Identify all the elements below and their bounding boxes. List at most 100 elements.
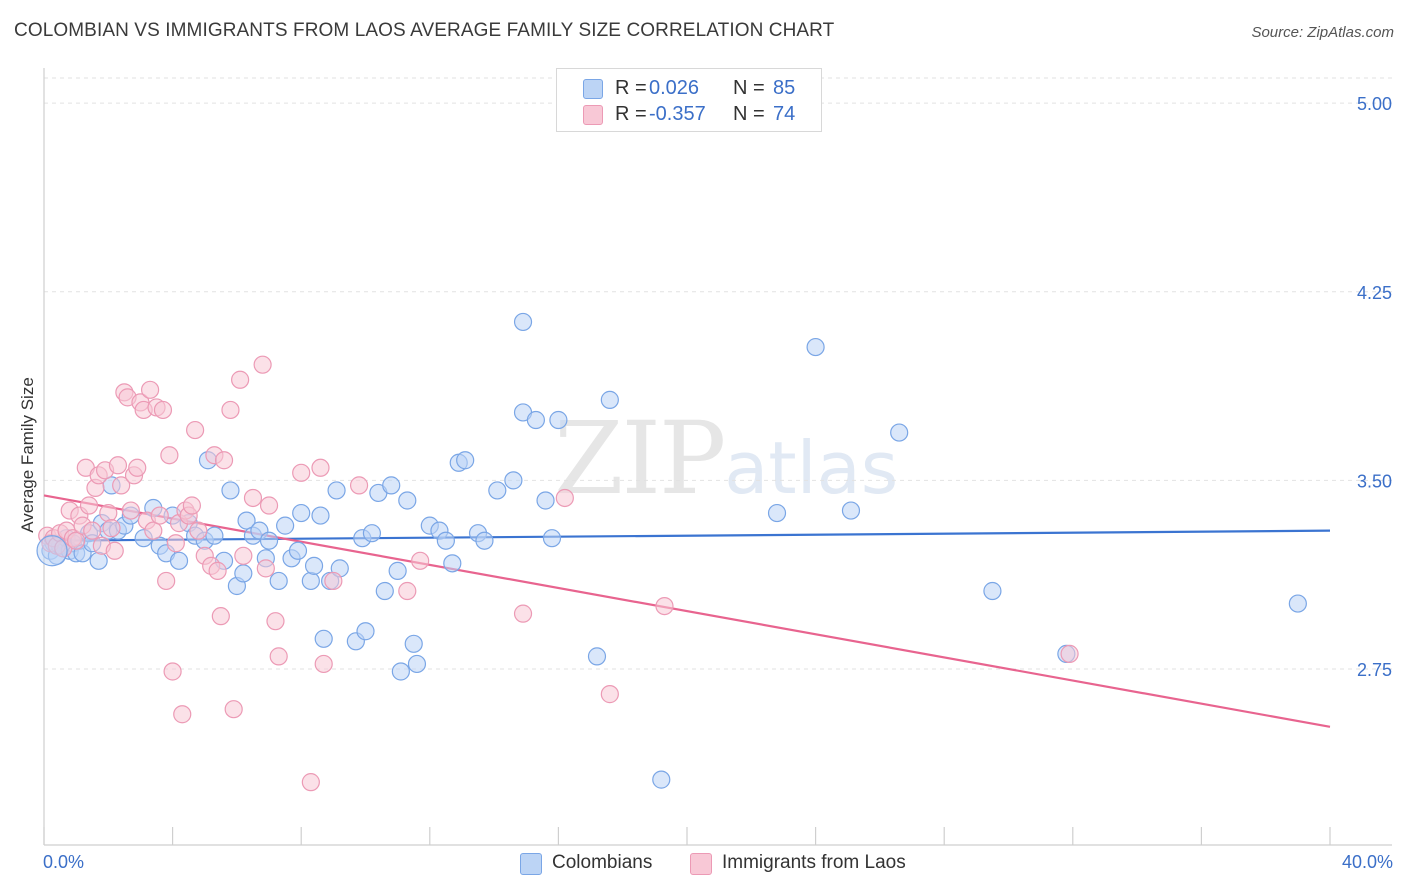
point-laos bbox=[211, 607, 230, 626]
point-colombians bbox=[890, 423, 909, 442]
point-colombians bbox=[767, 503, 787, 523]
point-colombians bbox=[1288, 594, 1307, 613]
x-tick-label-max: 40.0% bbox=[1341, 852, 1393, 872]
trend-lines bbox=[43, 494, 1331, 728]
point-laos bbox=[214, 451, 234, 470]
point-laos bbox=[140, 380, 160, 399]
point-laos bbox=[600, 685, 619, 704]
point-laos bbox=[163, 662, 182, 681]
point-laos bbox=[311, 458, 330, 477]
point-colombians bbox=[301, 571, 320, 591]
legend-r-value: -0.357 bbox=[649, 103, 706, 125]
point-colombians bbox=[391, 662, 410, 681]
point-colombians bbox=[398, 491, 417, 510]
point-colombians bbox=[536, 491, 555, 510]
point-colombians bbox=[388, 561, 407, 580]
point-laos bbox=[1060, 644, 1079, 663]
legend-swatch-laos bbox=[583, 105, 603, 125]
point-colombians bbox=[488, 481, 507, 500]
point-colombians bbox=[504, 471, 523, 490]
y-tick-label: 5.00 bbox=[1357, 94, 1392, 114]
point-colombians bbox=[475, 531, 494, 550]
legend-swatch-colombians bbox=[583, 79, 603, 99]
point-colombians bbox=[587, 647, 607, 666]
point-colombians-cluster bbox=[36, 535, 68, 567]
point-colombians bbox=[841, 501, 861, 520]
y-tick-label: 3.50 bbox=[1357, 471, 1392, 491]
bottom-legend-swatch-colombians bbox=[520, 853, 542, 875]
stats-legend: R = 0.026 N = 85 R = -0.357 N = 74 bbox=[556, 68, 822, 132]
point-colombians bbox=[436, 531, 455, 550]
point-colombians bbox=[311, 506, 330, 525]
bottom-legend-label: Immigrants from Laos bbox=[722, 852, 906, 873]
point-laos bbox=[153, 400, 173, 420]
point-laos bbox=[150, 506, 169, 525]
point-colombians bbox=[89, 551, 108, 570]
point-laos bbox=[157, 571, 176, 591]
point-colombians bbox=[276, 516, 295, 535]
point-laos bbox=[182, 496, 201, 515]
point-colombians bbox=[259, 531, 279, 550]
legend-n-label: N = bbox=[733, 103, 765, 125]
point-colombians bbox=[382, 476, 401, 495]
legend-n-value: 74 bbox=[773, 103, 796, 125]
bottom-legend-swatch-laos bbox=[690, 853, 712, 875]
point-laos bbox=[253, 355, 272, 374]
point-laos bbox=[231, 370, 250, 389]
y-tick-labels: 5.00 4.25 3.50 2.75 bbox=[1357, 94, 1392, 680]
point-colombians bbox=[221, 481, 240, 500]
point-laos bbox=[266, 612, 285, 631]
trend-line-laos bbox=[43, 494, 1331, 728]
legend-r-value: 0.026 bbox=[649, 77, 700, 99]
legend-r-label: R = bbox=[615, 103, 647, 125]
y-axis-label: Average Family Size bbox=[18, 377, 37, 533]
point-laos bbox=[108, 456, 128, 475]
point-laos bbox=[292, 463, 311, 482]
point-colombians bbox=[356, 622, 375, 641]
point-laos bbox=[234, 546, 253, 565]
point-laos bbox=[221, 400, 240, 420]
point-colombians bbox=[314, 629, 333, 648]
point-laos bbox=[243, 488, 263, 508]
point-laos bbox=[555, 488, 574, 508]
point-colombians bbox=[513, 312, 533, 332]
point-colombians bbox=[327, 481, 346, 500]
point-colombians bbox=[234, 564, 253, 583]
point-colombians bbox=[375, 581, 394, 601]
point-laos bbox=[67, 531, 86, 550]
point-colombians bbox=[549, 410, 568, 430]
point-laos bbox=[189, 521, 208, 540]
point-laos bbox=[208, 561, 227, 580]
point-colombians bbox=[526, 410, 545, 430]
point-laos bbox=[314, 654, 333, 674]
point-laos bbox=[224, 700, 243, 719]
point-laos bbox=[160, 446, 179, 465]
point-laos bbox=[259, 496, 279, 515]
data-points bbox=[36, 312, 1307, 792]
watermark: ZIPatlas bbox=[554, 400, 898, 517]
point-colombians bbox=[292, 503, 311, 523]
legend-n-value: 85 bbox=[773, 77, 796, 99]
point-laos bbox=[99, 503, 118, 523]
point-colombians bbox=[288, 541, 308, 560]
point-laos bbox=[655, 596, 674, 616]
point-laos bbox=[398, 581, 417, 601]
point-colombians bbox=[542, 529, 562, 548]
point-laos bbox=[144, 521, 163, 540]
point-colombians bbox=[362, 524, 382, 543]
source-label: Source: ZipAtlas.com bbox=[1251, 24, 1394, 41]
point-colombians bbox=[806, 337, 825, 357]
point-colombians bbox=[169, 551, 189, 570]
point-laos bbox=[256, 559, 275, 578]
point-colombians bbox=[269, 571, 288, 591]
point-laos bbox=[83, 521, 102, 540]
axes bbox=[43, 68, 1392, 846]
point-colombians bbox=[443, 554, 462, 573]
point-laos bbox=[186, 420, 205, 440]
point-laos bbox=[105, 541, 124, 560]
y-tick-label: 2.75 bbox=[1357, 660, 1392, 680]
point-colombians bbox=[304, 556, 324, 575]
point-colombians bbox=[407, 654, 427, 674]
point-colombians bbox=[456, 451, 475, 470]
point-colombians bbox=[404, 634, 423, 653]
